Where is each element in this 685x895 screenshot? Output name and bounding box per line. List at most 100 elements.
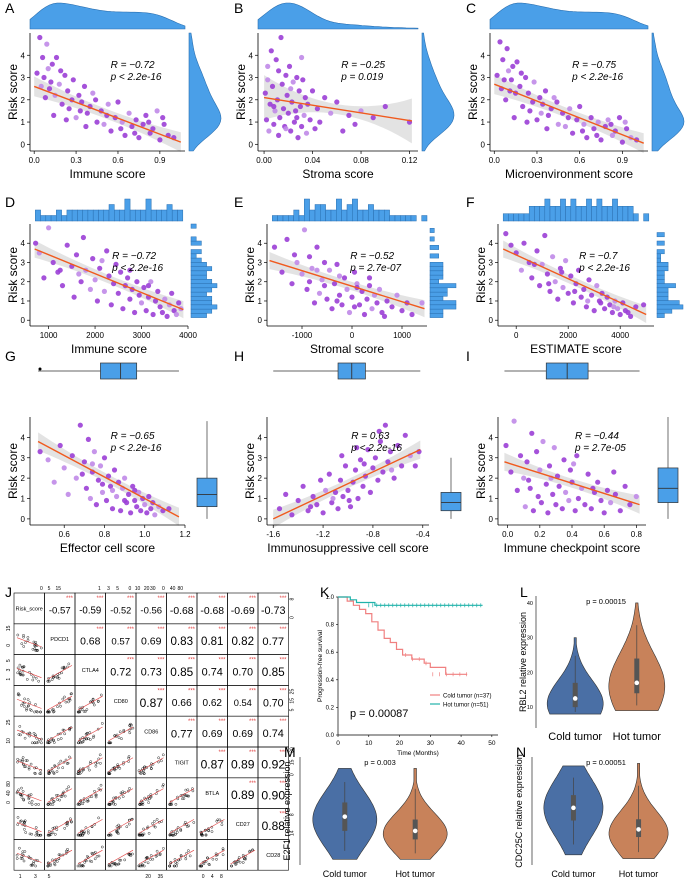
matrix-scatter-point-j <box>55 770 59 773</box>
matrix-scatter-point-j <box>112 800 115 803</box>
data-point-i <box>529 430 535 436</box>
matrix-significance-stars-j: *** <box>279 596 287 602</box>
violin-pvalue-n: p = 0.00051 <box>586 758 626 767</box>
data-point-b <box>268 48 274 54</box>
correlation-p-b: p = 0.019 <box>340 72 383 83</box>
km-legend-label: Cold tumor (n=37) <box>443 694 492 700</box>
matrix-scatter-point-j <box>22 705 26 708</box>
data-point-e <box>336 273 343 279</box>
matrix-scatter-point-j <box>160 759 163 763</box>
data-point-h <box>305 508 311 514</box>
matrix-correlation-value-j: 0.62 <box>203 698 223 709</box>
panel-letter-c: C <box>466 0 476 16</box>
marginal-histogram-bar-right-d <box>190 236 197 242</box>
matrix-scatter-point-j <box>95 855 99 858</box>
matrix-scatter-point-j <box>141 801 145 804</box>
matrix-fit-line-j <box>108 757 134 772</box>
marginal-histogram-bar-right-d <box>190 287 213 293</box>
y-tick-label-k: 1.0 <box>326 595 335 601</box>
data-point-c <box>545 112 552 118</box>
y-tick-label-a: 0 <box>21 140 26 149</box>
regression-line-f <box>502 248 647 316</box>
data-point-c <box>525 90 532 96</box>
x-tick-label-i: 0.8 <box>631 530 643 539</box>
data-point-a <box>66 106 72 112</box>
marginal-histogram-bar-top-e <box>309 209 316 222</box>
matrix-scatter-point-j <box>119 825 122 829</box>
y-tick-label-f: 3 <box>489 258 494 267</box>
matrix-left-tick-label-j: 80 <box>6 781 12 787</box>
matrix-scatter-point-j <box>85 732 89 735</box>
data-point-c <box>531 79 537 85</box>
regression-line-e <box>269 259 425 310</box>
matrix-scatter-point-j <box>25 678 29 681</box>
data-point-b <box>382 103 388 110</box>
data-point-d <box>57 267 63 273</box>
y-axis-title-a: Risk score <box>6 64 20 120</box>
data-point-g <box>134 504 140 510</box>
matrix-correlation-value-j: -0.73 <box>261 605 286 617</box>
matrix-correlation-value-j: -0.59 <box>79 606 101 617</box>
marginal-density-top-b <box>257 2 419 30</box>
panel-letter-k: K <box>320 584 330 600</box>
matrix-fit-line-j <box>77 726 103 742</box>
matrix-scatter-point-j <box>184 857 188 861</box>
x-axis-title-c: Microenvironment score <box>505 167 633 181</box>
marginal-histogram-bar-right-e <box>429 300 457 306</box>
data-point-e <box>354 281 360 287</box>
matrix-fit-line-j <box>199 849 225 865</box>
data-point-i <box>514 487 520 493</box>
matrix-scatter-point-j <box>118 858 121 862</box>
data-point-d <box>99 258 105 264</box>
matrix-scatter-point-j <box>49 862 52 866</box>
marginal-histogram-bar-right-e <box>429 236 435 242</box>
matrix-correlation-value-j: 0.82 <box>231 635 254 648</box>
marginal-histogram-bar-right-f <box>656 313 665 318</box>
matrix-scatter-point-j <box>185 825 189 828</box>
data-point-b <box>317 119 323 125</box>
matrix-scatter-point-j <box>77 710 80 714</box>
matrix-scatter-point-j <box>63 732 66 736</box>
data-point-a <box>157 137 163 143</box>
y-tick-label-d: 0 <box>21 316 26 325</box>
matrix-scatter-point-j <box>29 762 33 766</box>
matrix-scatter-point-j <box>101 722 104 725</box>
matrix-scatter-point-j <box>175 862 179 865</box>
matrix-scatter-point-j <box>236 860 240 863</box>
marginal-histogram-bar-right-d <box>190 240 202 246</box>
matrix-scatter-point-j <box>48 833 52 837</box>
matrix-scatter-point-j <box>30 832 34 836</box>
data-point-h <box>402 432 408 438</box>
x-tick-label-k: 50 <box>488 740 496 747</box>
marginal-histogram-bar-top-f <box>580 206 587 222</box>
data-point-h <box>342 463 349 469</box>
x-tick-label-i: 0.0 <box>502 530 514 539</box>
matrix-scatter-point-j <box>185 794 188 798</box>
data-point-c <box>510 63 516 69</box>
marginal-histogram-bar-right-f <box>656 232 665 238</box>
matrix-scatter-point-j <box>32 675 35 679</box>
marginal-histogram-bar-right-d <box>190 257 202 263</box>
marginal-histogram-bar-right-f <box>656 308 673 314</box>
data-point-a <box>150 126 156 132</box>
matrix-scatter-point-j <box>128 787 131 790</box>
matrix-scatter-point-j <box>25 708 28 712</box>
matrix-scatter-point-j <box>58 798 61 802</box>
matrix-scatter-point-j <box>65 788 69 791</box>
data-point-g <box>152 512 158 518</box>
matrix-scatter-point-j <box>161 783 165 786</box>
data-point-a <box>63 117 69 123</box>
matrix-significance-stars-j: *** <box>249 750 257 756</box>
data-point-c <box>508 77 514 83</box>
data-point-i <box>553 502 559 508</box>
matrix-scatter-point-j <box>114 803 117 806</box>
matrix-scatter-point-j <box>21 756 25 759</box>
data-point-f <box>550 254 556 260</box>
data-point-h <box>310 493 316 500</box>
data-point-e <box>304 286 310 292</box>
matrix-scatter-point-j <box>88 731 92 734</box>
y-tick-label-l: 10 <box>527 705 533 711</box>
data-point-f <box>521 240 527 246</box>
data-point-e <box>361 311 368 318</box>
y-axis-title-h: Risk score <box>243 443 257 499</box>
